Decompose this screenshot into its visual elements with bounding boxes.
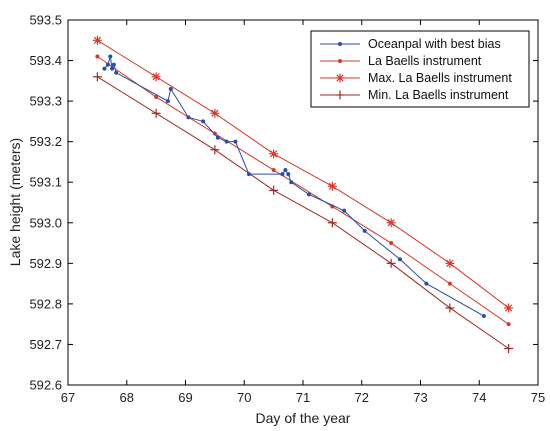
- data-point-oceanpal: [246, 172, 251, 177]
- series-line-max-la-baells: [97, 39, 509, 309]
- data-point-max-la-baells-d2: [505, 304, 513, 312]
- legend-marker-max-la-baells: [335, 73, 345, 83]
- data-point-oceanpal: [108, 54, 113, 59]
- legend-label-la-baells: La Baells instrument: [368, 54, 482, 68]
- data-point-min-la-baells: [269, 185, 279, 195]
- legend-marker-la-baells: [338, 59, 342, 63]
- data-point-oceanpal: [289, 180, 294, 185]
- data-point-oceanpal: [424, 281, 429, 286]
- x-tick-label: 75: [531, 390, 545, 405]
- ticks: 67 68 69 70 71 72 73 74 75 592.6 592.7 592.8 592.9 59…: [29, 13, 545, 406]
- y-tick-label: 593.5: [29, 13, 62, 28]
- x-tick-label: 71: [296, 390, 310, 405]
- data-point-min-la-baells: [92, 72, 102, 82]
- y-tick-label: 592.8: [29, 296, 62, 311]
- data-point-min-la-baells: [504, 344, 514, 353]
- y-tick-label: 593.2: [29, 134, 62, 149]
- data-point-la-baells: [271, 168, 276, 173]
- data-point-max-la-baells-d2: [387, 219, 395, 227]
- data-point-max-la-baells: [386, 218, 396, 228]
- y-axis-label: Lake height (meters): [7, 138, 23, 266]
- data-point-oceanpal: [168, 86, 173, 91]
- data-point-oceanpal: [362, 228, 367, 233]
- data-point-oceanpal: [233, 139, 238, 144]
- data-point-oceanpal: [110, 66, 115, 71]
- data-point-oceanpal: [215, 135, 220, 140]
- y-tick-label: 593.1: [29, 175, 62, 190]
- data-point-oceanpal: [165, 99, 170, 104]
- data-point-max-la-baells: [327, 181, 337, 191]
- data-point-max-la-baells: [269, 149, 279, 159]
- data-point-max-la-baells-d2: [270, 150, 278, 158]
- y-tick-label: 592.7: [29, 337, 62, 352]
- series-max-la-baells: [92, 35, 514, 313]
- legend-label-min-la-baells: Min. La Baells instrument: [368, 88, 509, 102]
- x-tick-label: 72: [355, 390, 369, 405]
- data-point-oceanpal: [111, 62, 116, 67]
- legend-label-max-la-baells: Max. La Baells instrument: [368, 71, 512, 85]
- series-oceanpal: [102, 54, 486, 319]
- data-point-oceanpal: [481, 314, 486, 319]
- data-point-max-la-baells-d2: [328, 182, 336, 190]
- data-point-oceanpal: [342, 208, 347, 213]
- data-point-min-la-baells: [151, 108, 161, 118]
- x-tick-label: 67: [61, 390, 75, 405]
- y-tick-label: 593.0: [29, 215, 62, 230]
- data-point-la-baells: [447, 281, 452, 286]
- series-layer: [92, 35, 514, 353]
- series-min-la-baells: [92, 72, 514, 353]
- data-point-la-baells: [95, 54, 100, 59]
- legend: Oceanpal with best bias La Baells instru…: [310, 30, 530, 108]
- data-point-max-la-baells: [445, 258, 455, 268]
- data-point-oceanpal: [105, 62, 110, 67]
- y-tick-label: 593.4: [29, 53, 62, 68]
- data-point-la-baells: [506, 322, 511, 327]
- data-point-max-la-baells: [504, 303, 514, 313]
- data-point-max-la-baells: [92, 35, 102, 45]
- x-tick-label: 73: [413, 390, 427, 405]
- x-axis-label: Day of the year: [256, 410, 351, 426]
- data-point-max-la-baells-d2: [211, 109, 219, 117]
- data-point-min-la-baells: [327, 218, 337, 228]
- x-tick-label: 70: [237, 390, 251, 405]
- x-tick-label: 68: [120, 390, 134, 405]
- data-point-oceanpal: [306, 192, 311, 197]
- y-tick-label: 592.9: [29, 256, 62, 271]
- data-point-max-la-baells: [210, 108, 220, 118]
- data-point-la-baells: [154, 95, 159, 100]
- data-point-max-la-baells-d2: [93, 36, 101, 44]
- data-point-oceanpal: [186, 115, 191, 120]
- data-point-la-baells: [389, 241, 394, 246]
- legend-marker-max-la-baells-d2: [336, 74, 344, 82]
- data-point-oceanpal: [397, 257, 402, 262]
- legend-marker-min-la-baells: [335, 90, 345, 100]
- x-tick-label: 69: [178, 390, 192, 405]
- series-line-min-la-baells: [97, 76, 509, 349]
- data-point-oceanpal: [102, 66, 107, 71]
- data-point-oceanpal: [280, 172, 285, 177]
- legend-marker-oceanpal: [338, 42, 342, 46]
- data-point-max-la-baells: [151, 72, 161, 82]
- series-line-la-baells: [97, 56, 509, 325]
- legend-label-oceanpal: Oceanpal with best bias: [368, 37, 501, 51]
- data-point-oceanpal: [286, 172, 291, 177]
- data-point-oceanpal: [224, 139, 229, 144]
- y-tick-label: 593.3: [29, 94, 62, 109]
- data-point-max-la-baells-d2: [152, 73, 160, 81]
- x-tick-label: 74: [472, 390, 486, 405]
- legend-items: [320, 42, 360, 100]
- y-tick-label: 592.6: [29, 378, 62, 393]
- data-point-oceanpal: [201, 119, 206, 124]
- data-point-min-la-baells: [386, 258, 396, 268]
- series-la-baells: [95, 54, 511, 327]
- data-point-oceanpal: [114, 70, 119, 75]
- data-point-min-la-baells: [210, 145, 220, 155]
- data-point-min-la-baells: [445, 303, 455, 313]
- data-point-oceanpal: [283, 168, 288, 173]
- data-point-max-la-baells-d2: [446, 259, 454, 267]
